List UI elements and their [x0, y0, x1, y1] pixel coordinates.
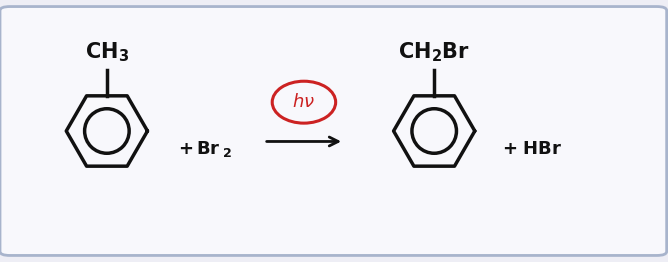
Text: $\mathbf{CH_3}$: $\mathbf{CH_3}$: [85, 41, 129, 64]
FancyBboxPatch shape: [0, 7, 667, 255]
Text: $\mathbf{+\ HBr}$: $\mathbf{+\ HBr}$: [502, 140, 562, 158]
Text: $h\nu$: $h\nu$: [293, 93, 315, 111]
Ellipse shape: [272, 81, 335, 123]
Text: $\mathbf{+\,Br_{\ 2}}$: $\mathbf{+\,Br_{\ 2}}$: [178, 139, 233, 159]
Text: $\mathbf{CH_2Br}$: $\mathbf{CH_2Br}$: [398, 41, 470, 64]
